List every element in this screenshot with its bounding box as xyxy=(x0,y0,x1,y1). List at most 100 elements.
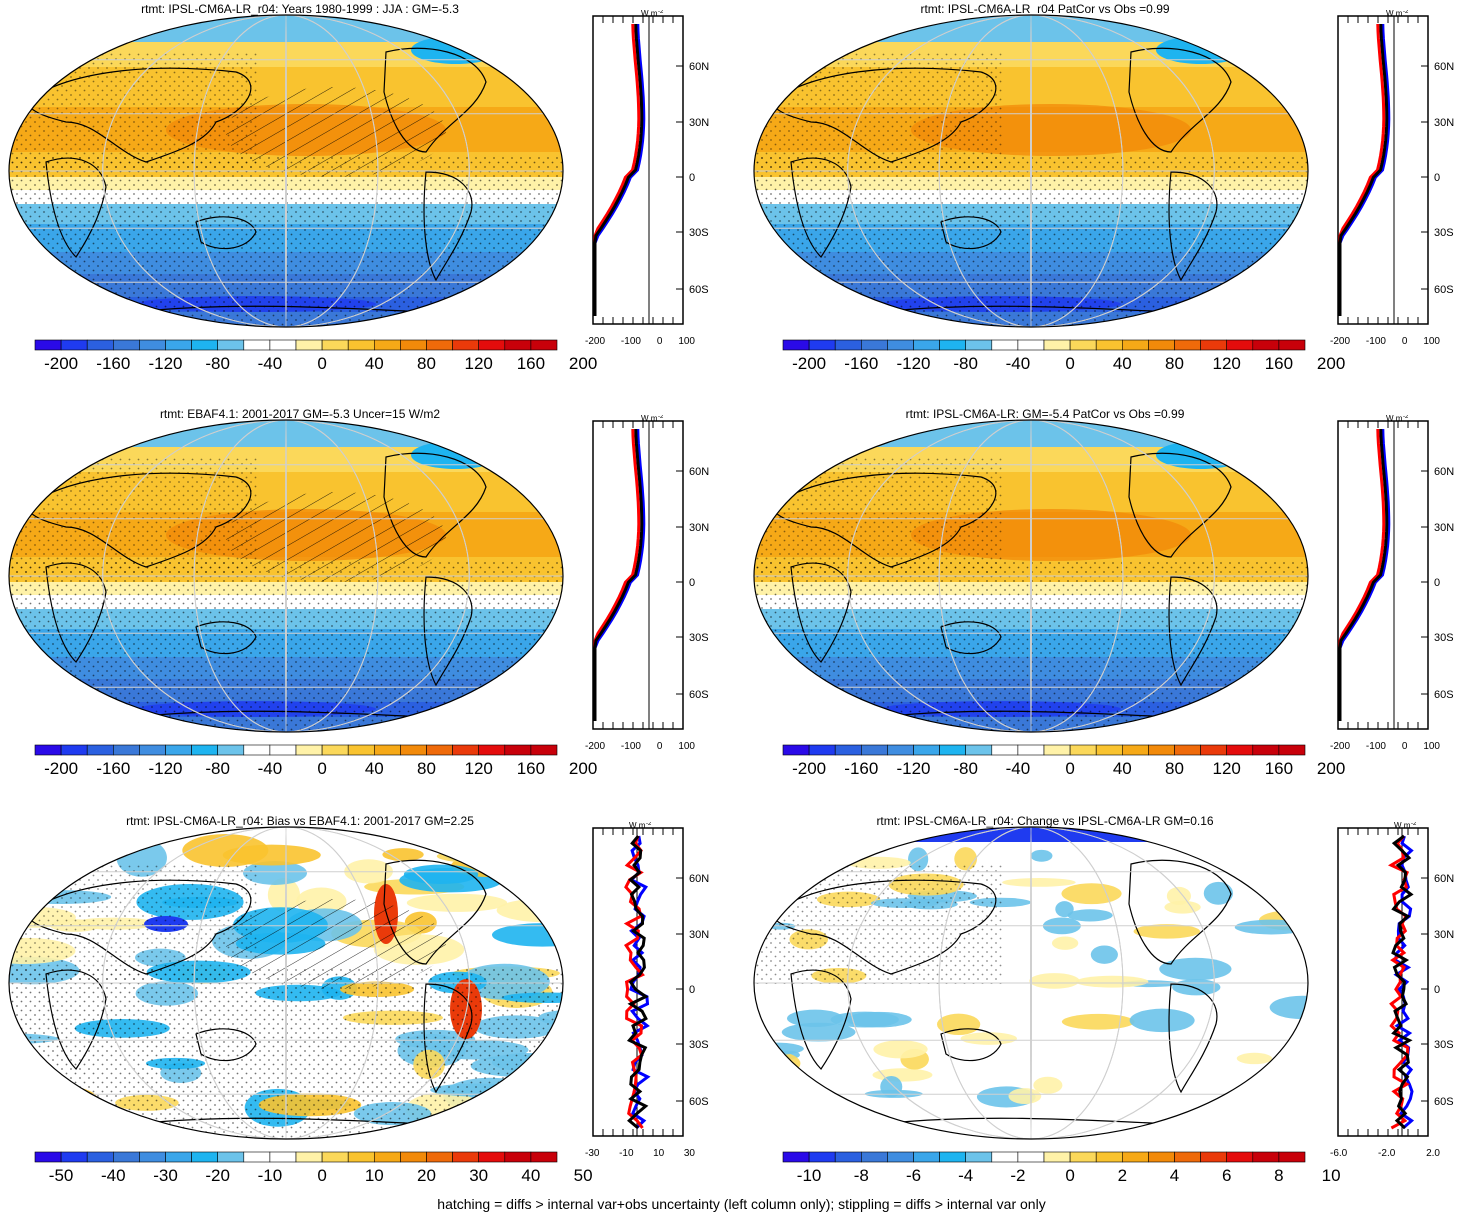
panel-title: rtmt: IPSL-CM6A-LR_r04: Change vs IPSL-C… xyxy=(876,814,1214,828)
colorbar-swatch xyxy=(1095,744,1123,756)
latitude-label: 30N xyxy=(1434,117,1454,129)
colorbar-swatch xyxy=(34,744,62,756)
colorbar-tick-label: 200 xyxy=(568,759,598,778)
colorbar-swatch xyxy=(373,1151,401,1163)
robinson-map xyxy=(8,14,564,328)
units-exponent: -2 xyxy=(658,10,664,15)
units-exponent: -2 xyxy=(1403,10,1409,15)
latitude-label: 60S xyxy=(1434,1096,1454,1108)
zonal-tick-label: 100 xyxy=(1423,336,1440,347)
colorbar-swatch xyxy=(113,339,140,351)
colorbar-swatch xyxy=(808,1151,836,1163)
colorbar-swatch xyxy=(1017,1151,1045,1163)
colorbar-tick-label: -160 xyxy=(96,354,131,373)
colorbar-tick-label: 40 xyxy=(521,1166,541,1185)
latitude-label: 60S xyxy=(1434,689,1454,701)
colorbar-tick-label: -50 xyxy=(48,1166,74,1185)
colorbar-swatch xyxy=(400,1151,427,1163)
colorbar-swatch xyxy=(991,1151,1019,1163)
colorbar-tick-label: -20 xyxy=(205,1166,230,1185)
colorbar-tick-label: 40 xyxy=(1112,759,1132,778)
latitude-label: 60N xyxy=(689,61,709,73)
panel-title: rtmt: IPSL-CM6A-LR_r04 PatCor vs Obs =0.… xyxy=(920,2,1170,16)
zonal-x-ticks: -30 -10 10 30 xyxy=(585,1148,695,1159)
zonal-x-ticks: -200 -100 0 100 xyxy=(585,336,695,347)
colorbar-swatch xyxy=(165,339,192,351)
colorbar-tick-label: 0 xyxy=(317,354,327,373)
zonal-tick-label: -200 xyxy=(585,336,606,347)
colorbar-tick-label: -80 xyxy=(205,354,230,373)
units-exponent: -2 xyxy=(1411,822,1417,827)
panel-3: rtmt: EBAF4.1: 2001-2017 GM=-5.3 Uncer=1… xyxy=(0,405,740,805)
zonal-tick-label: 100 xyxy=(678,741,695,752)
colorbar-tick-label: 0 xyxy=(1065,354,1075,373)
colorbar-swatch xyxy=(1200,744,1228,756)
colorbar-tick-label: 200 xyxy=(1316,354,1346,373)
colorbar-swatch xyxy=(887,339,914,351)
colorbar-tick-label: -40 xyxy=(1005,354,1031,373)
colorbar xyxy=(782,339,1306,351)
colorbar-tick-label: 120 xyxy=(1212,759,1241,778)
colorbar-tick-label: -120 xyxy=(148,759,183,778)
zonal-tick-label: -6.0 xyxy=(1330,1148,1348,1159)
colorbar-swatch xyxy=(60,1151,88,1163)
zonal-tick-label: -100 xyxy=(620,741,641,752)
latitude-label: 30N xyxy=(1434,522,1454,534)
colorbar-swatch xyxy=(400,339,427,351)
colorbar-swatch xyxy=(1226,1151,1254,1163)
colorbar-swatch xyxy=(400,744,427,756)
colorbar-swatch xyxy=(321,1151,349,1163)
colorbar-tick-label: -4 xyxy=(958,1166,974,1185)
colorbar-swatch xyxy=(191,1151,219,1163)
colorbar-tick-label: 80 xyxy=(1165,354,1184,373)
colorbar-tick-label: -40 xyxy=(101,1166,126,1185)
colorbar-tick-label: -30 xyxy=(153,1166,178,1185)
colorbar-swatch xyxy=(1043,744,1071,756)
zonal-tick-label: 0 xyxy=(1401,336,1408,347)
units-exponent: -2 xyxy=(646,822,652,827)
colorbar-swatch xyxy=(478,339,506,351)
colorbar-swatch xyxy=(834,339,862,351)
colorbar-tick-label: -80 xyxy=(205,759,230,778)
colorbar-tick-label: 50 xyxy=(573,1166,593,1185)
zonal-x-ticks: -200 -100 0 100 xyxy=(1330,336,1440,347)
colorbar xyxy=(34,339,558,351)
colorbar-tick-label: 30 xyxy=(469,1166,489,1185)
colorbar-tick-label: -200 xyxy=(44,354,79,373)
panel-title: rtmt: IPSL-CM6A-LR_r04: Bias vs EBAF4.1:… xyxy=(126,814,474,828)
colorbar-tick-label: -10 xyxy=(257,1166,283,1185)
latitude-label: 30S xyxy=(1434,227,1454,239)
colorbar-swatch xyxy=(191,744,219,756)
colorbar-swatch xyxy=(808,744,836,756)
colorbar-tick-label: 160 xyxy=(516,354,546,373)
colorbar-tick-label: -120 xyxy=(896,354,931,373)
colorbar-tick-label: 40 xyxy=(1112,354,1132,373)
colorbar-swatch xyxy=(1278,1151,1306,1163)
colorbar-swatch xyxy=(782,339,810,351)
colorbar-swatch xyxy=(347,744,375,756)
colorbar-tick-label: 8 xyxy=(1274,1166,1284,1185)
panel-2: rtmt: IPSL-CM6A-LR_r04 PatCor vs Obs =0.… xyxy=(745,0,1483,400)
colorbar-swatch xyxy=(782,744,810,756)
colorbar-tick-label: 160 xyxy=(1264,354,1294,373)
colorbar-tick-label: 80 xyxy=(417,354,436,373)
colorbar-tick-label: -8 xyxy=(853,1166,869,1185)
colorbar-swatch xyxy=(60,744,88,756)
colorbar-swatch xyxy=(373,744,401,756)
colorbar-tick-label: -2 xyxy=(1010,1166,1026,1185)
colorbar-swatch xyxy=(34,1151,62,1163)
colorbar-swatch xyxy=(808,339,836,351)
latitude-label: 60S xyxy=(689,1096,709,1108)
colorbar-swatch xyxy=(452,744,480,756)
latitude-label: 60S xyxy=(1434,284,1454,296)
colorbar-swatch xyxy=(295,744,323,756)
colorbar-swatch xyxy=(530,1151,558,1163)
colorbar-swatch xyxy=(1252,1151,1280,1163)
panel-title: rtmt: IPSL-CM6A-LR_r04: Years 1980-1999 … xyxy=(141,2,459,16)
zonal-tick-label: 30 xyxy=(683,1148,695,1159)
colorbar-swatch xyxy=(965,744,993,756)
colorbar-tick-label: -40 xyxy=(257,354,283,373)
latitude-label: 0 xyxy=(1434,172,1440,184)
colorbar-swatch xyxy=(530,744,558,756)
colorbar-swatch xyxy=(913,744,940,756)
